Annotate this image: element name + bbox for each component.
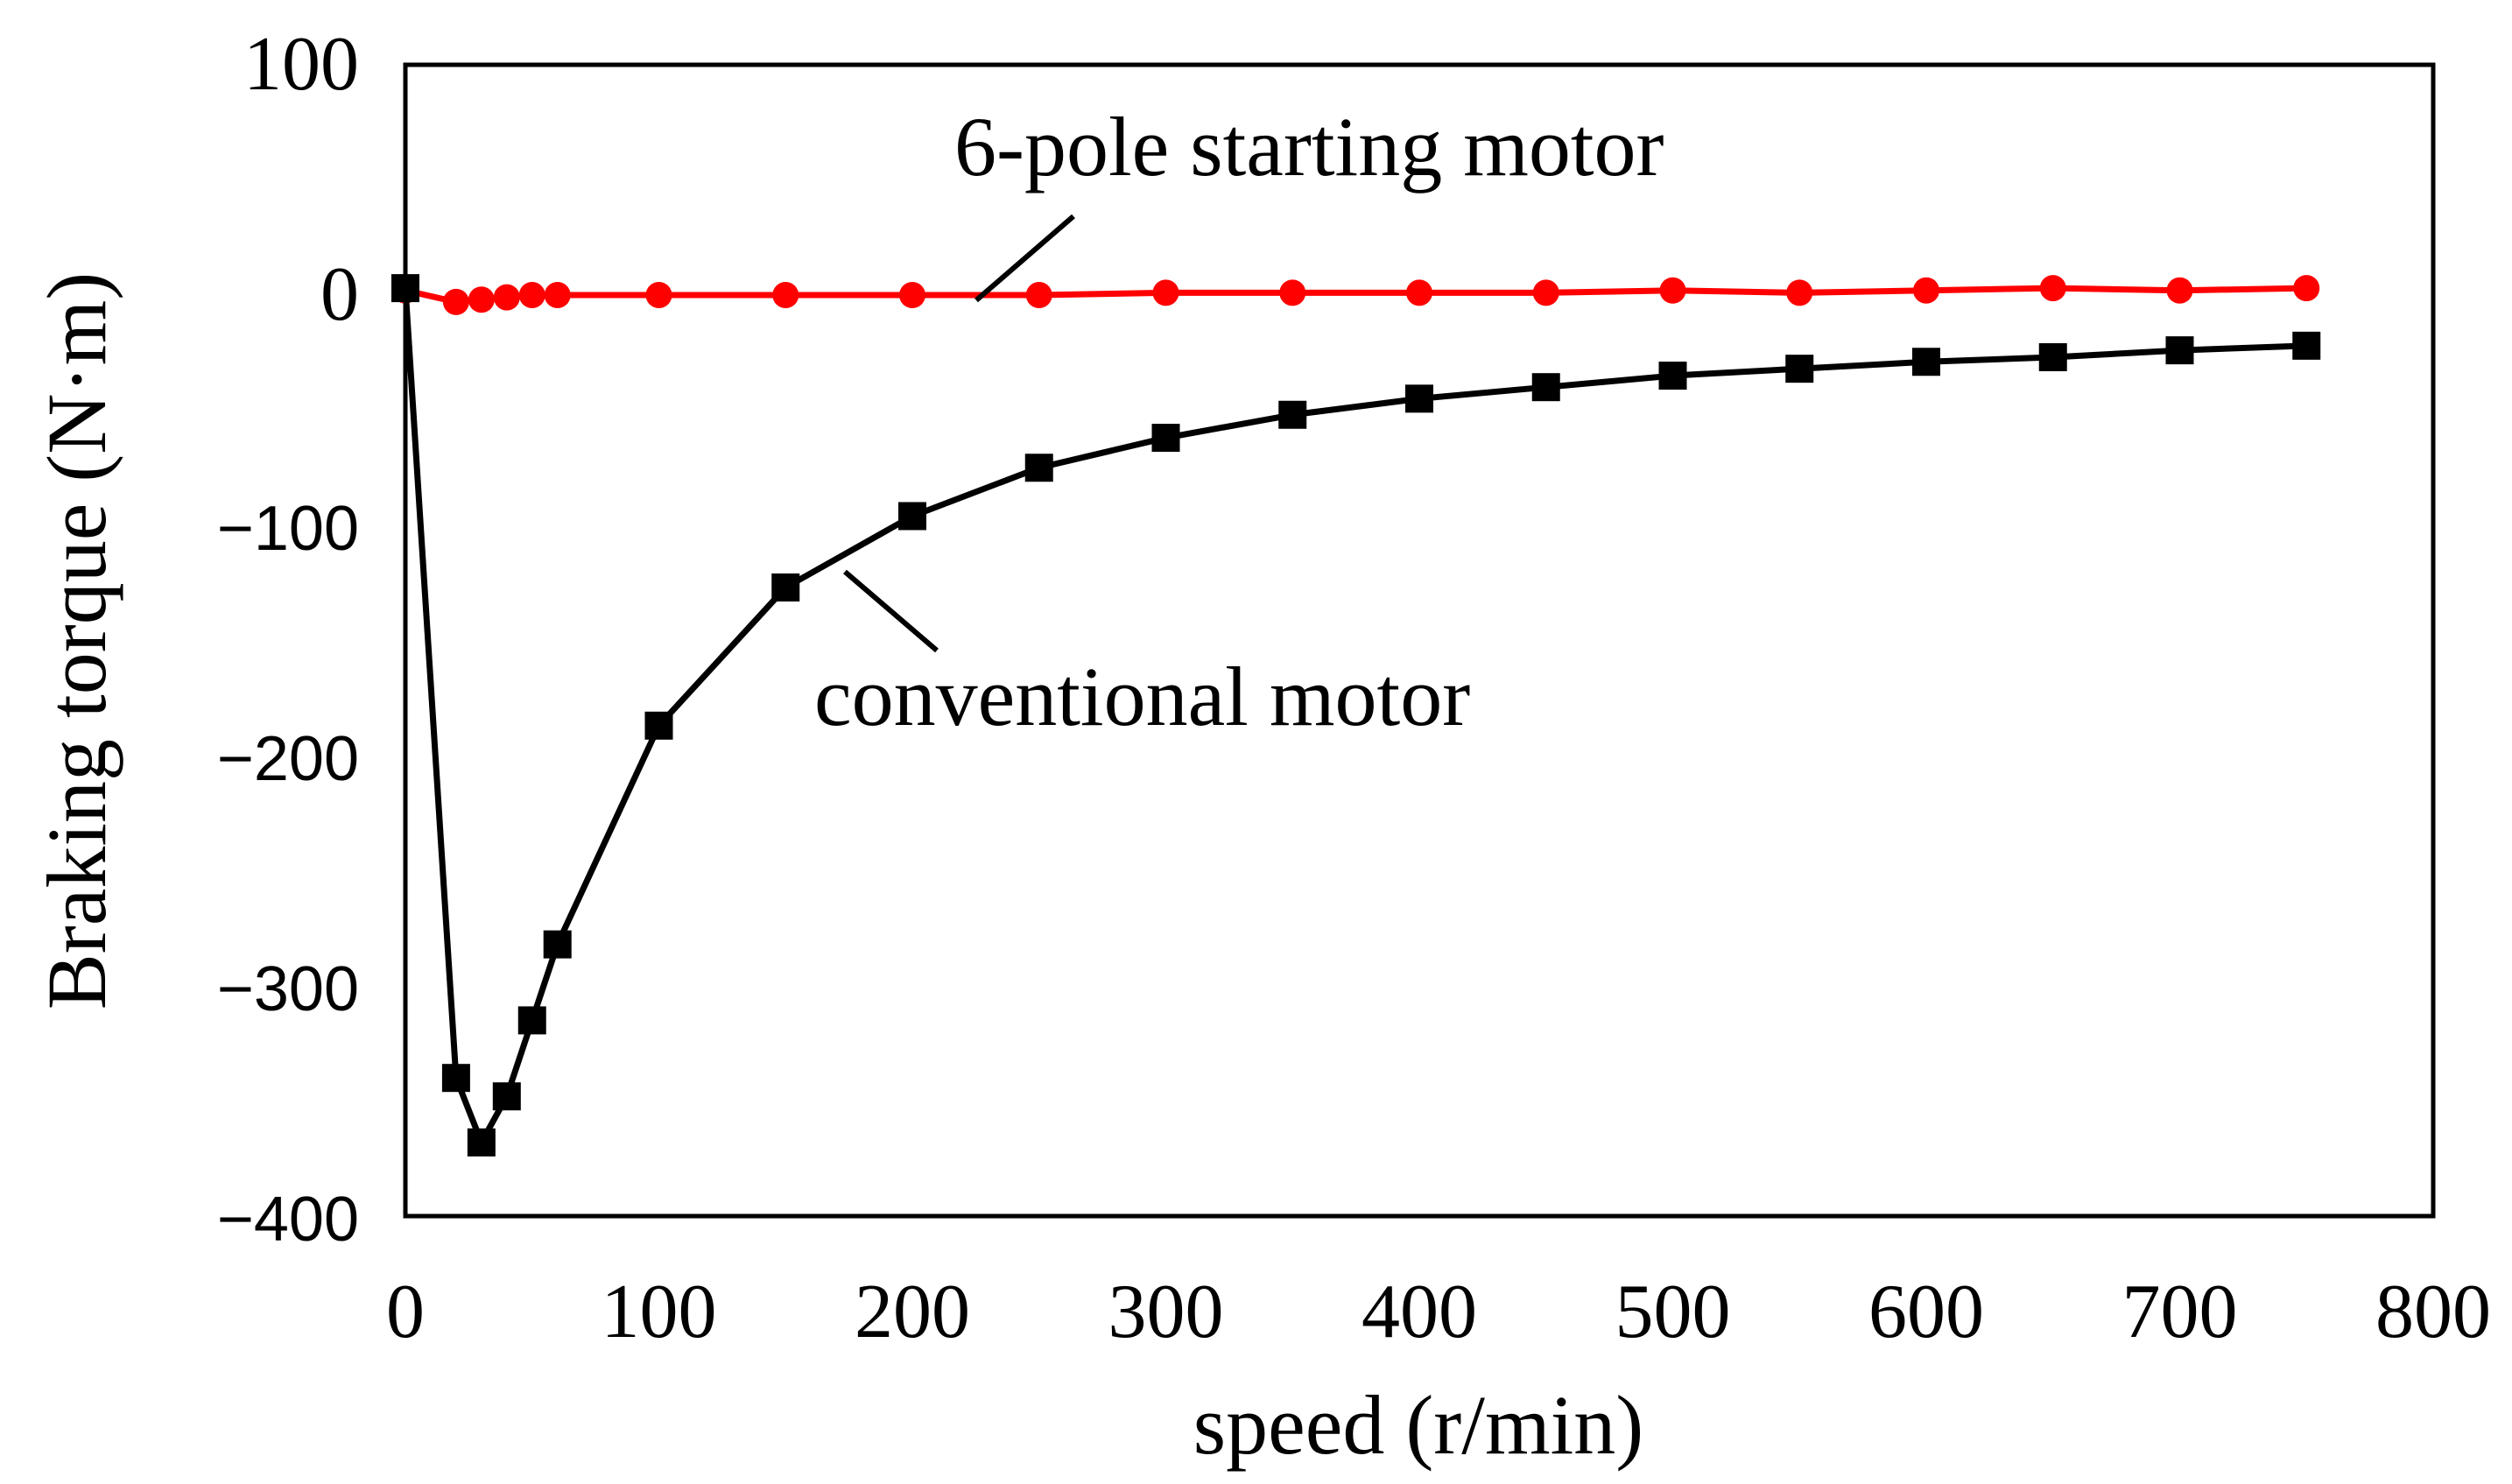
x-tick-label: 500 xyxy=(1615,1269,1731,1354)
y-tick-label: 0 xyxy=(320,252,359,337)
annotation-conventional-motor: conventional motor xyxy=(814,650,1470,743)
y-tick-label: 100 xyxy=(243,22,359,107)
x-tick-label: 400 xyxy=(1362,1269,1477,1354)
series-conventional-motor xyxy=(391,274,2321,1157)
data-point xyxy=(2165,336,2194,365)
data-point xyxy=(517,1006,546,1035)
x-tick-label: 600 xyxy=(1868,1269,1984,1354)
y-tick-label: −400 xyxy=(217,1185,359,1255)
data-point xyxy=(1152,279,1179,306)
data-point xyxy=(468,286,495,313)
y-axis-label: Braking torque (N·m) xyxy=(30,272,123,1009)
data-point xyxy=(1405,384,1433,413)
data-point xyxy=(493,284,520,311)
x-tick-label: 0 xyxy=(386,1269,425,1354)
data-point xyxy=(1279,279,1306,306)
data-point xyxy=(467,1128,496,1157)
x-tick-label: 300 xyxy=(1108,1269,1224,1354)
series-layer xyxy=(391,274,2321,1157)
data-point xyxy=(492,1082,521,1111)
y-tick-labels: 100 0 −100 −200 −300 −400 xyxy=(217,22,359,1255)
data-point xyxy=(771,573,800,602)
data-point xyxy=(1785,355,1814,383)
data-point xyxy=(772,282,799,308)
annotation-leader-conventional xyxy=(843,569,939,653)
x-tick-label: 800 xyxy=(2375,1269,2491,1354)
data-point xyxy=(2166,277,2193,304)
data-point xyxy=(2038,343,2067,372)
plot-frame xyxy=(403,62,2436,1219)
data-point xyxy=(441,1064,470,1093)
data-point xyxy=(1659,277,1686,304)
x-tick-label: 700 xyxy=(2122,1269,2238,1354)
y-tick-label: −300 xyxy=(217,954,359,1024)
annotation-leader-6-pole xyxy=(975,214,1075,303)
data-point xyxy=(543,930,572,959)
data-point xyxy=(1532,279,1559,306)
data-point xyxy=(1912,348,1940,376)
data-point xyxy=(645,282,672,308)
data-point xyxy=(1278,400,1307,429)
annotations-layer: 6-pole starting motor conventional motor xyxy=(814,100,1664,743)
data-point xyxy=(2293,275,2320,302)
data-point xyxy=(899,282,925,308)
data-point xyxy=(518,282,545,308)
data-point xyxy=(1786,279,1813,306)
y-tick-label: −200 xyxy=(217,724,359,794)
y-tick-label: −100 xyxy=(217,494,359,564)
data-point xyxy=(644,711,673,740)
data-point xyxy=(898,502,926,531)
data-point xyxy=(1406,279,1432,306)
annotation-6-pole-starting-motor: 6-pole starting motor xyxy=(954,100,1664,193)
data-point xyxy=(1024,454,1053,482)
data-point xyxy=(1913,277,1939,304)
data-point xyxy=(1025,282,1052,308)
data-point xyxy=(544,282,571,308)
x-tick-label: 200 xyxy=(855,1269,970,1354)
x-tick-label: 100 xyxy=(602,1269,717,1354)
data-point xyxy=(442,288,469,315)
data-point xyxy=(2039,275,2066,302)
data-point xyxy=(1151,424,1180,453)
x-axis-label: speed (r/min) xyxy=(1193,1378,1644,1472)
data-point xyxy=(2292,331,2321,360)
data-point xyxy=(1658,362,1687,390)
x-tick-labels: 0 100 200 300 400 500 600 700 800 xyxy=(386,1269,2491,1354)
data-point xyxy=(1531,373,1560,402)
